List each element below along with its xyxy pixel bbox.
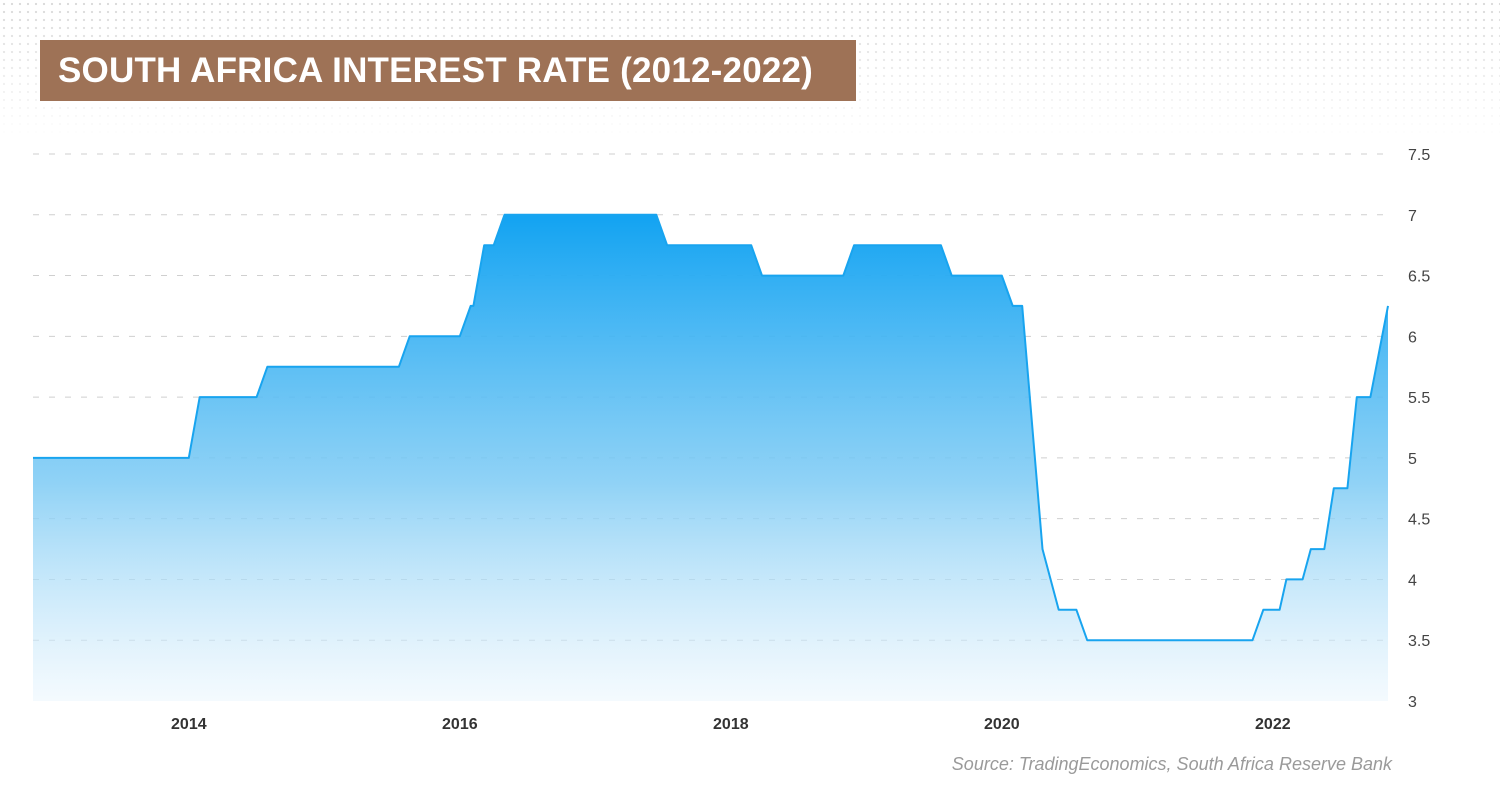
y-tick-label: 7: [1408, 208, 1417, 225]
series-area-fill: [33, 214, 1388, 702]
y-tick-label: 7.5: [1408, 147, 1430, 164]
y-tick-label: 5: [1408, 451, 1417, 468]
x-tick-label: 2018: [713, 716, 749, 733]
series-line: [33, 213, 1389, 642]
x-tick-label: 2014: [171, 716, 207, 733]
source-note: Source: TradingEconomics, South Africa R…: [951, 754, 1392, 774]
y-tick-label: 5.5: [1408, 390, 1430, 407]
chart-title-banner: SOUTH AFRICA INTEREST RATE (2012-2022): [40, 40, 856, 101]
x-axis-ticks: 2014 2016 2018 2020 2022: [171, 716, 1291, 733]
y-tick-label: 6: [1408, 329, 1417, 346]
y-tick-label: 4.5: [1408, 512, 1430, 529]
x-tick-label: 2020: [984, 716, 1020, 733]
chart-title: SOUTH AFRICA INTEREST RATE (2012-2022): [58, 50, 814, 90]
y-tick-label: 3: [1408, 694, 1417, 711]
y-tick-label: 6.5: [1408, 269, 1430, 286]
y-tick-label: 4: [1408, 572, 1417, 589]
y-tick-label: 3.5: [1408, 633, 1430, 650]
x-tick-label: 2016: [442, 716, 478, 733]
y-axis-ticks: 7.5 7 6.5 6 5.5 5 4.5 4 3.5 3: [1408, 147, 1430, 711]
series-area-group: [32, 213, 1389, 702]
x-tick-label: 2022: [1255, 716, 1291, 733]
